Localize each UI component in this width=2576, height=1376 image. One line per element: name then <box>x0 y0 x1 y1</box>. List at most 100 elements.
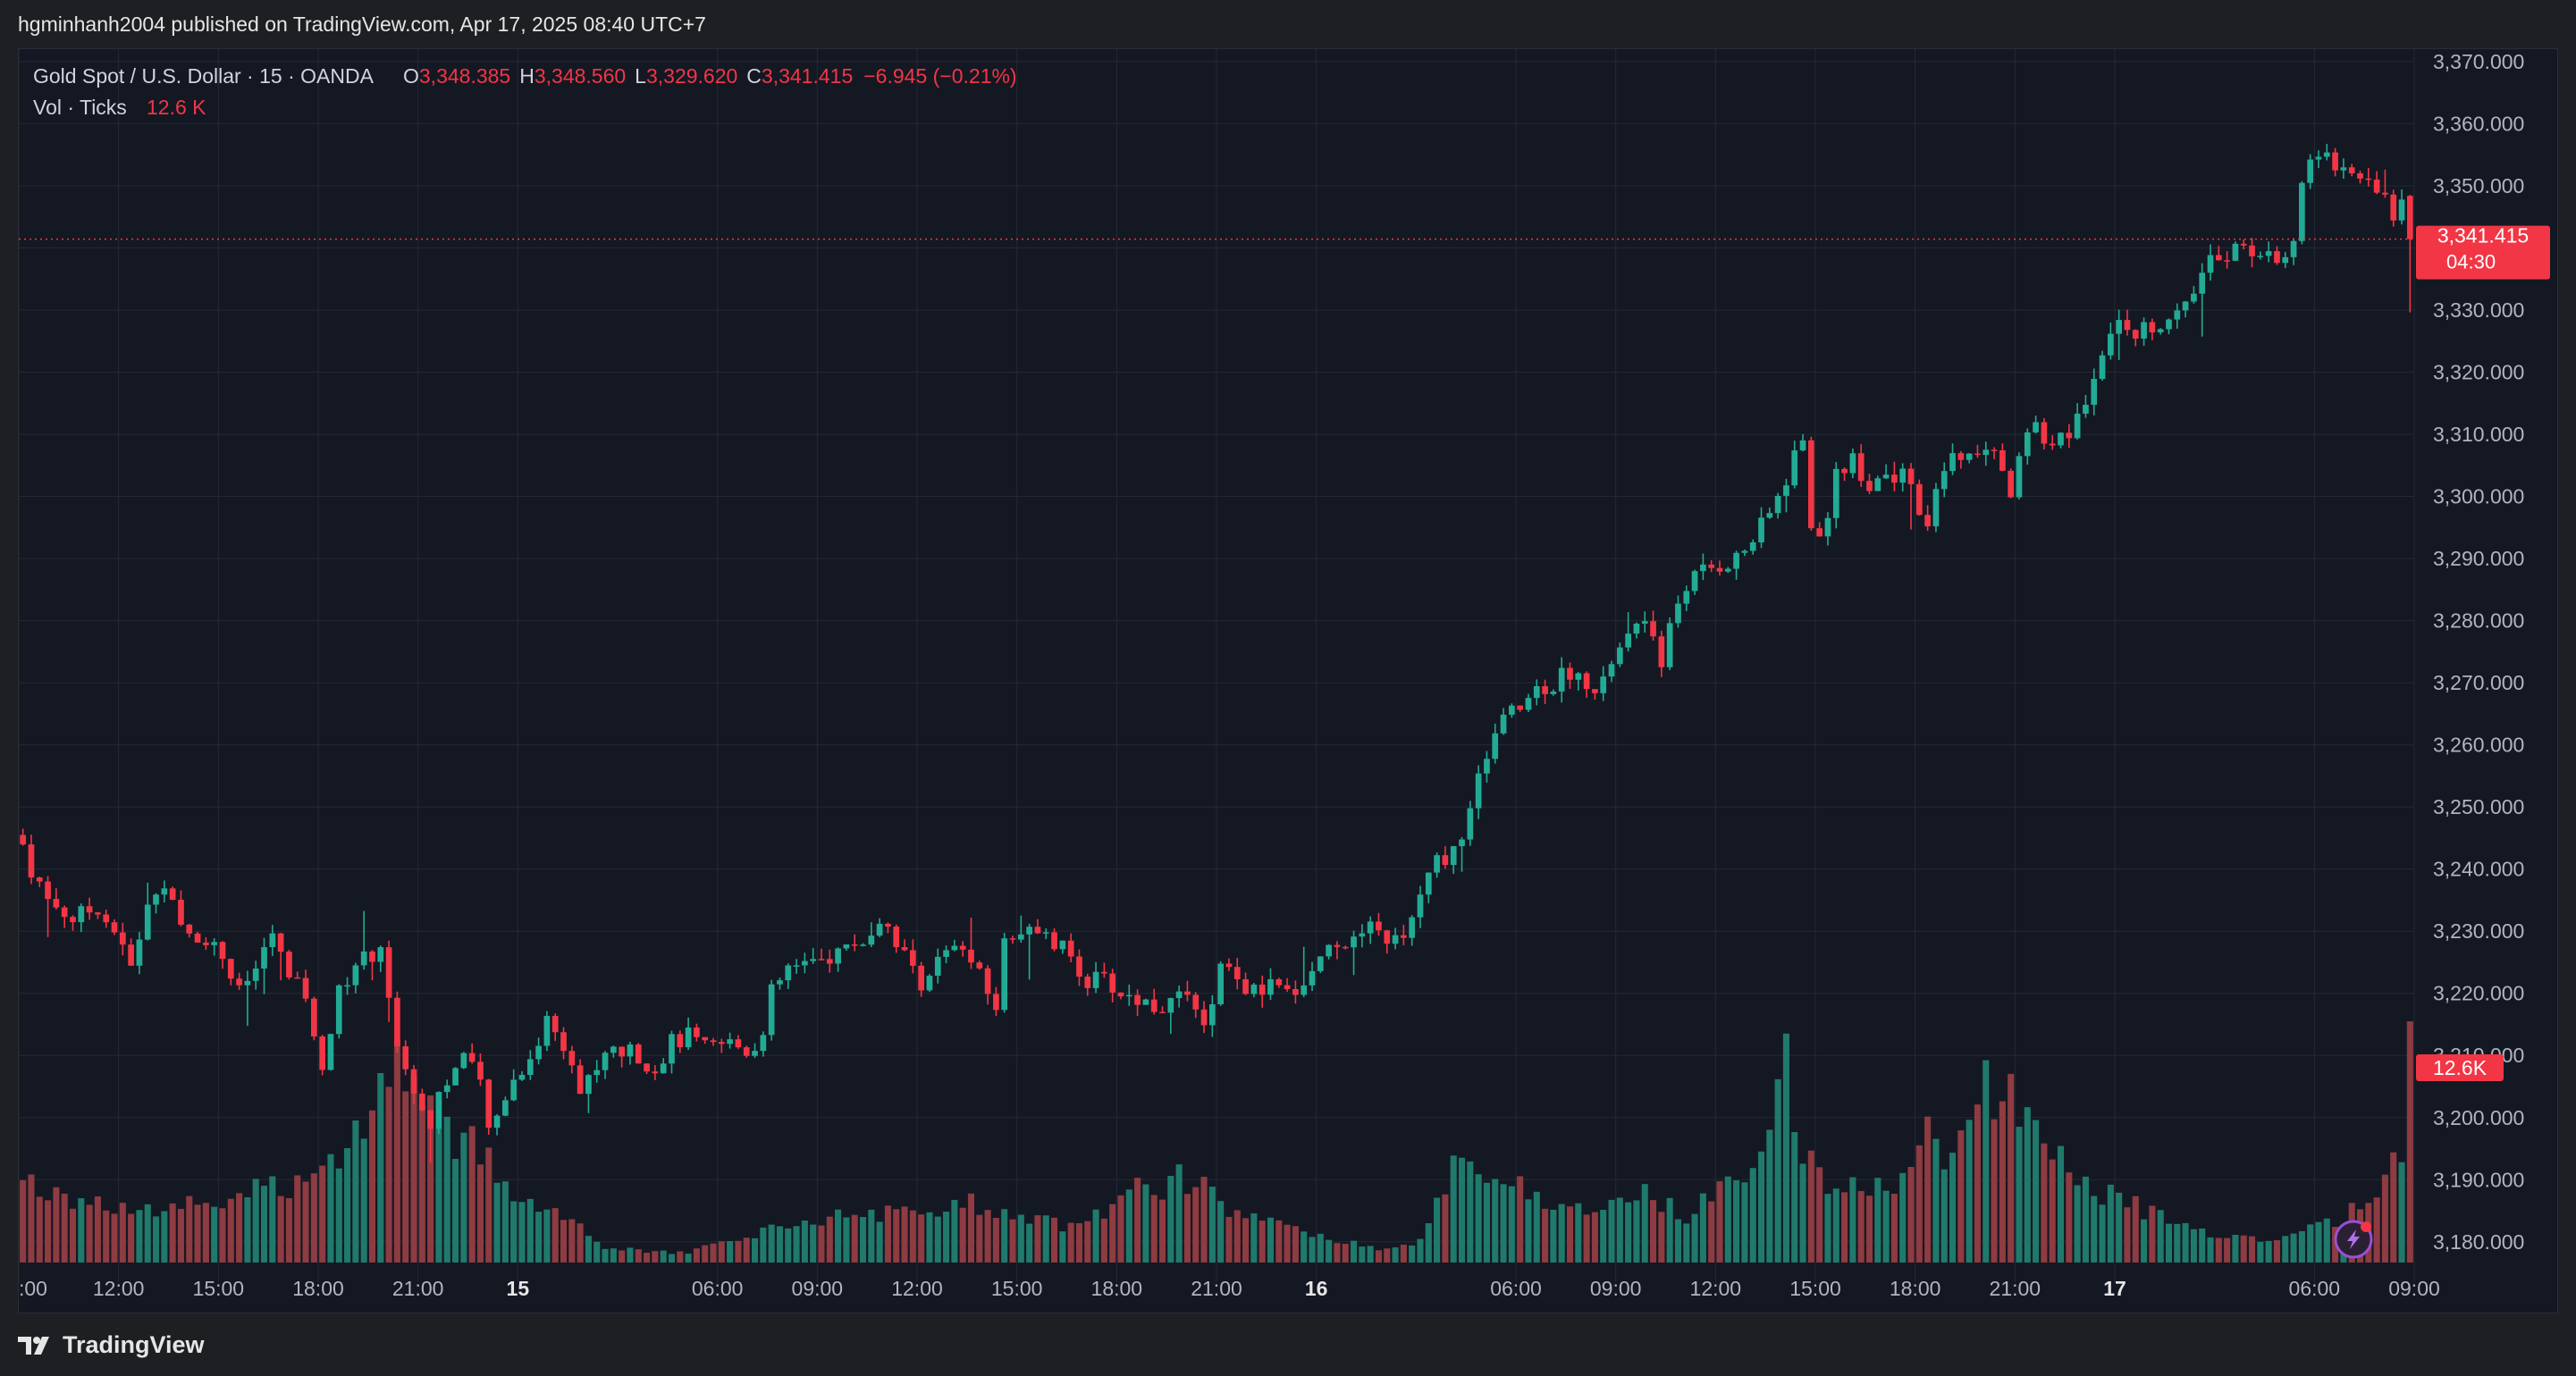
volume-bar <box>1890 1194 1898 1263</box>
volume-bar <box>1517 1176 1524 1263</box>
candle-body <box>1542 685 1548 694</box>
x-tick-label: 15 <box>507 1277 530 1300</box>
volume-bar <box>1508 1186 1515 1263</box>
lightning-icon[interactable] <box>2334 1220 2373 1259</box>
candle-body <box>1500 714 1507 734</box>
candle-body <box>635 1044 642 1064</box>
volume-bar <box>2207 1237 2214 1263</box>
volume-badge-value: 12.6K <box>2433 1056 2488 1079</box>
volume-bar <box>385 1087 392 1263</box>
volume-bar <box>1367 1246 1374 1263</box>
volume-bar <box>2157 1210 2164 1263</box>
y-tick-label: 3,250.000 <box>2433 795 2524 818</box>
candle-body <box>493 1115 501 1128</box>
volume-bar <box>1284 1224 1291 1263</box>
candle-body <box>402 1046 409 1070</box>
candle-body <box>2191 293 2197 302</box>
volume-bar <box>1026 1223 1033 1263</box>
volume-bar <box>94 1196 101 1263</box>
volume-bar <box>103 1210 110 1263</box>
volume-bar <box>1633 1200 1640 1263</box>
y-tick-label: 3,240.000 <box>2433 858 2524 881</box>
price-chart-svg[interactable]: 3,180.0003,190.0003,200.0003,210.0003,22… <box>19 49 2559 1314</box>
volume-bar <box>1849 1177 1856 1263</box>
volume-bar <box>1899 1172 1907 1263</box>
volume-bar <box>443 1116 450 1263</box>
x-tick-label: 09:00 <box>1590 1277 1642 1300</box>
volume-bar <box>452 1159 459 1263</box>
candle-body <box>1125 994 1132 997</box>
volume-bar <box>593 1241 601 1263</box>
candle-body <box>694 1027 700 1037</box>
y-tick-label: 3,300.000 <box>2433 485 2524 508</box>
candle-body <box>593 1070 601 1076</box>
candle-body <box>826 959 833 964</box>
candle-body <box>502 1100 509 1116</box>
volume-bar <box>1225 1216 1233 1263</box>
candle-body <box>918 965 925 991</box>
candle-body <box>1317 956 1324 971</box>
candle-body <box>885 923 891 927</box>
candle-body <box>510 1079 518 1101</box>
volume-bar <box>302 1181 309 1263</box>
volume-bar <box>53 1187 60 1263</box>
chart-area[interactable]: 3,180.0003,190.0003,200.0003,210.0003,22… <box>18 48 2558 1313</box>
candle-body <box>1142 999 1149 1005</box>
candle-body <box>1351 936 1357 948</box>
volume-bar <box>1409 1245 1416 1263</box>
volume-bar <box>119 1203 126 1263</box>
candle-body <box>1683 591 1690 604</box>
volume-bar <box>1017 1214 1024 1263</box>
volume-bar <box>518 1202 526 1263</box>
volume-bar <box>1158 1199 1166 1263</box>
volume-bar <box>1641 1184 1648 1263</box>
candle-body <box>2307 159 2314 183</box>
volume-bar <box>1417 1238 1424 1263</box>
candle-body <box>1658 636 1665 667</box>
candle-body <box>526 1059 534 1076</box>
volume-bar <box>619 1250 626 1263</box>
legend-high-value: 3,348.560 <box>535 64 626 88</box>
volume-bar <box>1791 1132 1798 1263</box>
y-tick-label: 3,320.000 <box>2433 361 2524 384</box>
tradingview-brand[interactable]: TradingView <box>18 1331 205 1359</box>
volume-bar <box>602 1248 609 1263</box>
candle-body <box>1042 932 1049 934</box>
candle-body <box>2124 320 2131 331</box>
volume-bar <box>128 1213 135 1263</box>
candle-body <box>959 945 966 950</box>
volume-bar <box>427 1095 434 1263</box>
candle-body <box>2315 156 2322 160</box>
candle-body <box>577 1065 584 1095</box>
candle-body <box>2166 319 2172 330</box>
volume-bar <box>1200 1177 1208 1263</box>
candle-body <box>1558 667 1565 692</box>
volume-bar <box>1458 1157 1466 1263</box>
volume-bar <box>1483 1182 1490 1263</box>
candle-body <box>860 944 866 946</box>
candle-body <box>1484 759 1490 774</box>
volume-bar <box>310 1173 317 1263</box>
volume-bar <box>1442 1194 1449 1263</box>
candle-body <box>2215 255 2222 261</box>
candle-body <box>1508 705 1515 715</box>
volume-bar <box>1708 1201 1715 1263</box>
volume-bar <box>327 1154 334 1263</box>
volume-bar <box>776 1226 783 1263</box>
candle-body <box>1891 474 1898 483</box>
volume-bar <box>78 1198 85 1263</box>
volume-bar <box>1309 1237 1316 1263</box>
candle-body <box>369 951 375 962</box>
volume-bar <box>1042 1215 1049 1263</box>
volume-bar <box>785 1228 792 1263</box>
candle-body <box>2348 167 2355 173</box>
footer: TradingView <box>0 1313 2576 1376</box>
volume-bar <box>493 1182 501 1263</box>
volume-bar <box>1816 1167 1823 1263</box>
volume-bar <box>2082 1176 2089 1263</box>
time-axis: :00 12:00 15:00 18:00 21:00 15 06:00 09:00 12:00… <box>19 1277 2440 1300</box>
candle-body <box>452 1068 459 1086</box>
y-tick-label: 3,260.000 <box>2433 734 2524 757</box>
candle-body <box>1326 944 1332 957</box>
volume-bar <box>1566 1206 1574 1263</box>
